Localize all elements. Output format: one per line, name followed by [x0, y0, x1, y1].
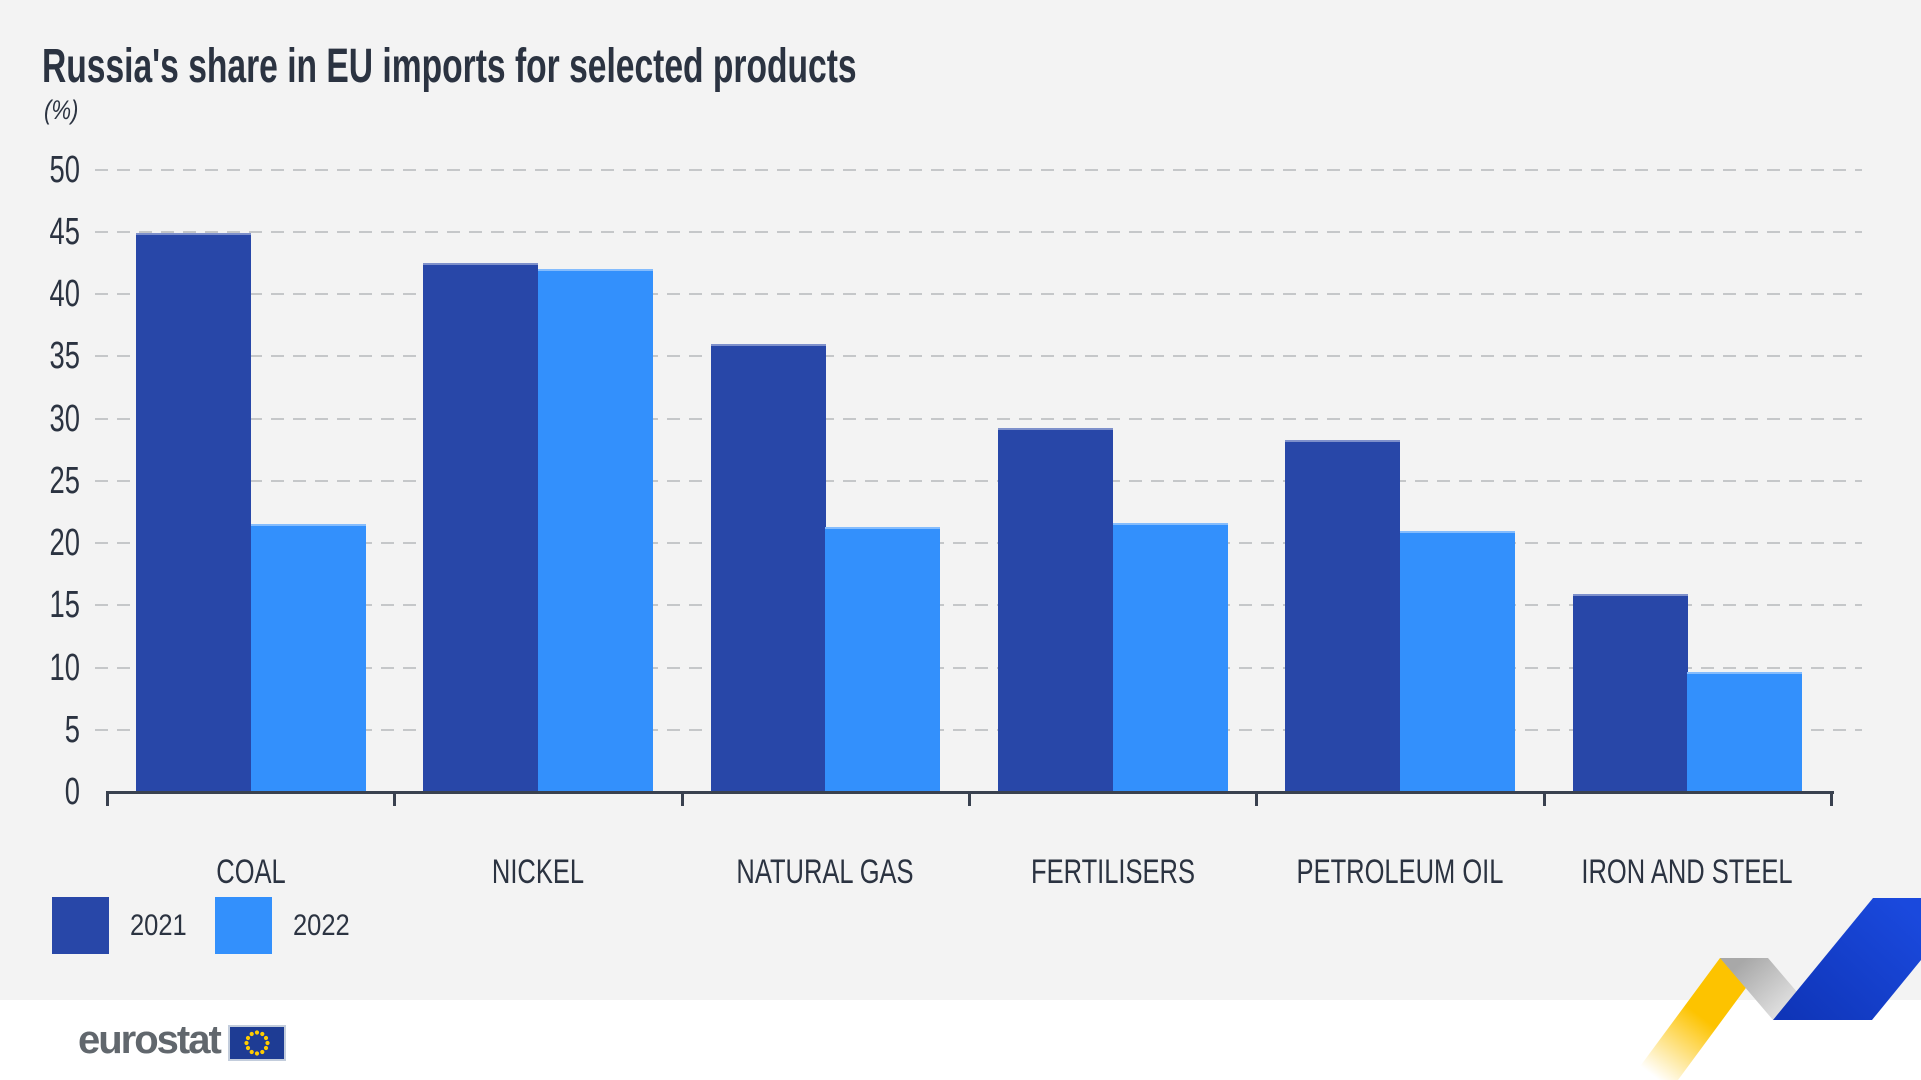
eu-flag-icon — [227, 1025, 286, 1061]
bar-2022-petroleum-oil — [1400, 531, 1515, 792]
y-axis-tick-label: 20 — [49, 522, 80, 564]
x-axis-label-iron-and-steel: IRON AND STEEL — [1581, 853, 1793, 891]
gridline — [95, 604, 1862, 607]
bar-2022-fertilisers — [1113, 523, 1228, 792]
x-axis-tick — [681, 791, 684, 806]
bar-2022-coal — [251, 524, 366, 792]
x-axis-tick — [1255, 791, 1258, 806]
y-axis-tick-label: 25 — [49, 459, 80, 502]
x-axis-tick — [106, 791, 109, 806]
x-axis-tick — [968, 791, 971, 806]
eurostat-logo: eurostat — [78, 1013, 286, 1067]
bar-2021-fertilisers — [998, 428, 1113, 792]
y-axis-tick-label: 15 — [49, 584, 80, 627]
x-axis-tick — [1830, 791, 1833, 806]
bar-2021-coal — [136, 233, 251, 792]
gridline — [95, 417, 1862, 420]
gridline — [95, 542, 1862, 544]
x-axis-tick — [393, 791, 396, 806]
eurostat-logo-text: eurostat — [78, 1017, 222, 1062]
bar-2021-iron-and-steel — [1573, 594, 1688, 792]
trend-ribbon-graphic — [1630, 898, 1921, 1080]
y-axis-tick-label: 50 — [49, 148, 80, 191]
y-axis-tick-label: 40 — [49, 273, 80, 315]
gridline — [95, 666, 1862, 669]
x-axis-tick — [1543, 791, 1546, 806]
bar-2022-iron-and-steel — [1687, 672, 1802, 792]
x-axis-label-nickel: NICKEL — [491, 853, 585, 891]
bar-2022-natural-gas — [825, 527, 940, 792]
y-axis-tick-label: 45 — [49, 210, 80, 253]
gridline — [95, 355, 1862, 358]
footer-band — [0, 1000, 1921, 1080]
x-axis-label-coal: COAL — [216, 853, 286, 891]
x-axis-label-petroleum-oil: PETROLEUM OIL — [1296, 853, 1504, 891]
legend-label-2021: 2021 — [130, 909, 187, 942]
y-axis-tick-label: 30 — [49, 397, 80, 440]
y-axis-unit-label: (%) — [44, 95, 79, 125]
bar-2022-nickel — [538, 269, 653, 792]
x-axis-label-fertilisers: FERTILISERS — [1031, 853, 1195, 891]
y-axis-tick-label: 5 — [64, 708, 80, 751]
legend-swatch-2021 — [52, 897, 109, 954]
y-axis-tick-label: 10 — [49, 646, 80, 689]
legend-label-2022: 2022 — [293, 909, 350, 942]
gridline — [95, 168, 1862, 171]
legend-swatch-2022 — [215, 897, 272, 954]
gridline — [95, 479, 1862, 482]
bar-2021-nickel — [423, 263, 538, 792]
bar-2021-petroleum-oil — [1285, 440, 1400, 792]
bar-2021-natural-gas — [711, 344, 826, 792]
y-axis-tick-label: 35 — [49, 335, 80, 378]
page-title: Russia's share in EU imports for selecte… — [42, 40, 857, 93]
gridline — [95, 728, 1862, 731]
x-axis-label-natural-gas: NATURAL GAS — [736, 853, 914, 891]
gridline — [95, 230, 1862, 233]
gridline — [95, 293, 1862, 295]
y-axis-tick-label: 0 — [64, 771, 80, 813]
